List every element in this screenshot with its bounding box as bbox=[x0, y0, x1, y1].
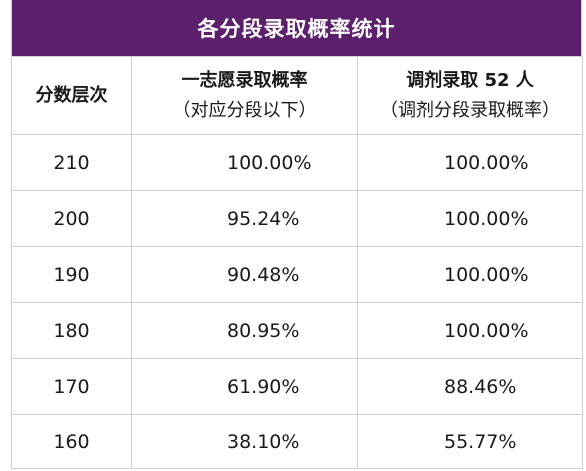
score-cell: 180 bbox=[11, 302, 132, 359]
first-choice-cell: 38.10% bbox=[131, 414, 358, 469]
first-choice-cell: 95.24% bbox=[131, 190, 358, 247]
score-cell: 200 bbox=[11, 190, 132, 247]
header-first-choice: 一志愿录取概率 （对应分段以下） bbox=[131, 56, 358, 135]
header-score-level: 分数层次 bbox=[11, 56, 132, 135]
score-cell: 170 bbox=[11, 358, 132, 415]
score-cell: 160 bbox=[11, 414, 132, 469]
adjust-cell: 88.46% bbox=[357, 358, 583, 415]
header-row: 分数层次 一志愿录取概率 （对应分段以下） 调剂录取 52 人 （调剂分段录取概… bbox=[11, 56, 583, 135]
table-row: 200 95.24% 100.00% bbox=[11, 190, 583, 247]
header-first-choice-note: （对应分段以下） bbox=[172, 99, 317, 121]
header-first-choice-label: 一志愿录取概率 bbox=[181, 69, 308, 91]
first-choice-cell: 100.00% bbox=[131, 134, 358, 191]
adjust-cell: 100.00% bbox=[357, 190, 583, 247]
first-choice-cell: 61.90% bbox=[131, 358, 358, 415]
table-row: 210 100.00% 100.00% bbox=[11, 134, 583, 191]
table-row: 190 90.48% 100.00% bbox=[11, 246, 583, 303]
table-row: 180 80.95% 100.00% bbox=[11, 302, 583, 359]
header-adjust-label: 调剂录取 52 人 bbox=[406, 69, 534, 91]
header-adjust: 调剂录取 52 人 （调剂分段录取概率） bbox=[357, 56, 583, 135]
adjust-cell: 100.00% bbox=[357, 246, 583, 303]
adjust-cell: 55.77% bbox=[357, 414, 583, 469]
adjust-cell: 100.00% bbox=[357, 134, 583, 191]
probability-table-container: 各分段录取概率统计 分数层次 一志愿录取概率 （对应分段以下） 调剂录取 52 … bbox=[11, 0, 583, 469]
table-row: 160 38.10% 55.77% bbox=[11, 414, 583, 469]
first-choice-cell: 80.95% bbox=[131, 302, 358, 359]
header-score-level-label: 分数层次 bbox=[35, 84, 108, 106]
table-row: 170 61.90% 88.46% bbox=[11, 358, 583, 415]
probability-table: 分数层次 一志愿录取概率 （对应分段以下） 调剂录取 52 人 （调剂分段录取概… bbox=[11, 56, 583, 469]
score-cell: 190 bbox=[11, 246, 132, 303]
table-title: 各分段录取概率统计 bbox=[11, 0, 582, 56]
first-choice-cell: 90.48% bbox=[131, 246, 358, 303]
score-cell: 210 bbox=[11, 134, 132, 191]
adjust-cell: 100.00% bbox=[357, 302, 583, 359]
header-adjust-note: （调剂分段录取概率） bbox=[380, 99, 560, 121]
